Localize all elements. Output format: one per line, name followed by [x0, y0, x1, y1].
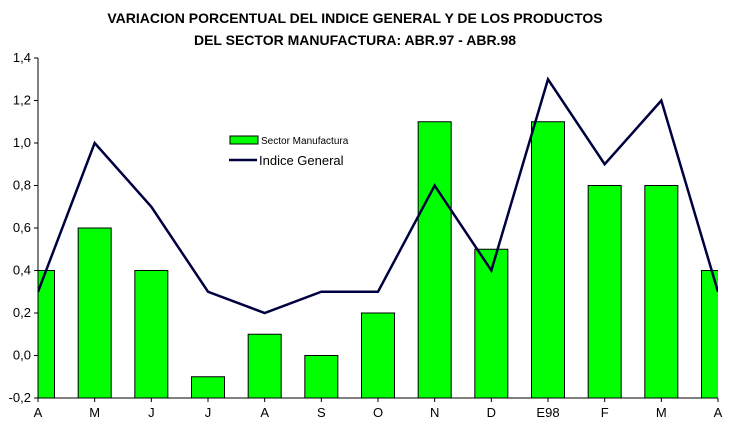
y-tick-label-5: 0,8 [13, 178, 31, 193]
bar-8 [474, 248, 509, 398]
legend-label-bar: Sector Manufactura [261, 136, 349, 147]
x-tick-label-11: M [656, 405, 667, 420]
y-tick-label-1: 0,0 [13, 348, 31, 363]
y-tick-label-6: 1,0 [13, 135, 31, 150]
x-tick-label-9: E98 [536, 405, 559, 420]
x-tick-label-5: S [317, 405, 326, 420]
bar-0 [38, 270, 55, 398]
bar-2 [134, 270, 169, 398]
x-tick-label-7: N [430, 405, 439, 420]
bar-1 [77, 227, 112, 398]
bar-7 [417, 121, 452, 398]
bar-9 [531, 121, 565, 398]
y-tick-label-3: 0,4 [13, 263, 31, 278]
chart-title-line-2: DEL SECTOR MANUFACTURA: ABR.97 - ABR.98 [193, 32, 517, 48]
legend-label-line: Indice General [259, 153, 344, 168]
bar-6 [361, 312, 395, 398]
y-tick-label-0: -0,2 [9, 390, 31, 405]
chart-title-line-1: VARIACION PORCENTUAL DEL INDICE GENERAL … [107, 10, 603, 26]
bar-12 [701, 270, 718, 398]
x-tick-label-3: J [205, 405, 212, 420]
bar-11 [644, 185, 679, 398]
x-tick-label-2: J [148, 405, 155, 420]
x-tick-label-8: D [487, 405, 496, 420]
x-tick-label-12: A [714, 405, 723, 420]
y-tick-label-2: 0,2 [13, 305, 31, 320]
x-tick-label-0: A [34, 405, 43, 420]
line-indice-general [38, 76, 718, 315]
legend-swatch-bar [229, 135, 259, 145]
bar-3 [191, 376, 225, 398]
y-tick-label-8: 1,4 [13, 50, 31, 65]
bar-5 [304, 355, 339, 398]
y-tick-label-4: 0,6 [13, 220, 31, 235]
series-group [38, 76, 718, 398]
y-tick-label-7: 1,2 [13, 93, 31, 108]
x-tick-label-10: F [601, 405, 609, 420]
bar-10 [587, 185, 622, 398]
x-tick-label-1: M [89, 405, 100, 420]
x-tick-label-6: O [373, 405, 383, 420]
bar-4 [247, 333, 282, 398]
x-tick-label-4: A [260, 405, 269, 420]
